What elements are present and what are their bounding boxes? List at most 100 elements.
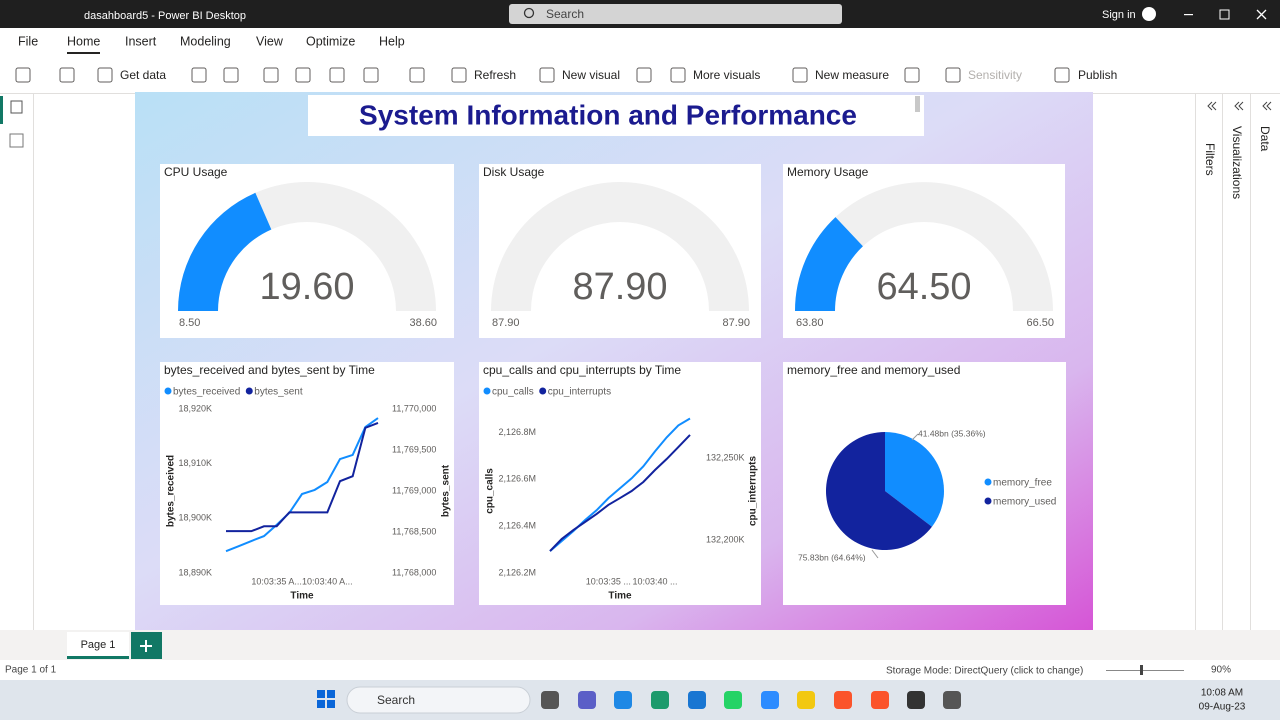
- storage-mode[interactable]: Storage Mode: DirectQuery (click to chan…: [886, 666, 1083, 677]
- ribbon-icon[interactable]: [295, 67, 311, 83]
- menu-item[interactable]: Help: [379, 34, 405, 48]
- visual-title: Disk Usage: [483, 165, 545, 179]
- x-axis-title: Time: [608, 591, 632, 602]
- ribbon-icon[interactable]: [263, 67, 279, 83]
- y2-tick-label: 132,250K: [706, 453, 745, 463]
- y2-axis-title: bytes_sent: [441, 464, 452, 517]
- close[interactable]: [1256, 9, 1267, 20]
- ribbon-button[interactable]: Refresh: [474, 68, 516, 82]
- y2-tick-label: 11,770,000: [392, 403, 436, 413]
- ribbon-icon[interactable]: [191, 67, 207, 83]
- pane-label[interactable]: Filters: [1203, 143, 1217, 176]
- gauge-min-label: 63.80: [796, 317, 824, 329]
- taskbar-app[interactable]: [578, 691, 596, 709]
- active-tab-underline: [67, 52, 100, 54]
- x-tick-label: 10:03:40 ...: [632, 576, 677, 586]
- pane-border: [1222, 94, 1223, 630]
- ribbon-icon[interactable]: [792, 67, 808, 83]
- y2-tick-label: 11,769,000: [392, 485, 436, 495]
- start-button[interactable]: [317, 690, 325, 698]
- ribbon-icon[interactable]: [670, 67, 686, 83]
- menu-item[interactable]: View: [256, 34, 284, 48]
- visual-title: cpu_calls and cpu_interrupts by Time: [483, 363, 681, 377]
- taskbar-app[interactable]: [943, 691, 961, 709]
- ribbon-button[interactable]: More visuals: [693, 68, 760, 82]
- menu-item[interactable]: Modeling: [180, 34, 231, 48]
- y-tick-label: 18,920K: [178, 403, 212, 413]
- pane-label[interactable]: Visualizations: [1230, 126, 1244, 199]
- taskbar-search[interactable]: [346, 686, 531, 714]
- legend-label: bytes_sent: [254, 387, 303, 398]
- minimize[interactable]: [1184, 14, 1193, 16]
- y2-tick-label: 11,768,500: [392, 526, 436, 536]
- taskbar-app[interactable]: [651, 691, 669, 709]
- nav-border: [33, 94, 34, 630]
- taskbar-app[interactable]: [907, 691, 925, 709]
- ribbon-icon[interactable]: [59, 67, 75, 83]
- pane-collapse[interactable]: [1262, 101, 1272, 111]
- ribbon-icon[interactable]: [329, 67, 345, 83]
- menu-item[interactable]: Home: [67, 34, 100, 48]
- pane-labels: Filters Visualizations Data: [1203, 101, 1272, 199]
- ribbon-button[interactable]: New visual: [562, 68, 620, 82]
- visuals: CPU Usage 19.60 8.50 38.60 Disk Usage 87.90 87…: [160, 164, 1066, 605]
- taskbar-app[interactable]: [541, 691, 559, 709]
- y-tick-label: 2,126.6M: [498, 474, 536, 484]
- start-button[interactable]: [317, 700, 325, 708]
- data-label: 75.83bn (64.64%): [798, 552, 866, 562]
- page-tab[interactable]: [67, 632, 129, 659]
- ribbon-icon[interactable]: [363, 67, 379, 83]
- report-view-icon[interactable]: [10, 100, 23, 114]
- pane-collapse[interactable]: [1207, 101, 1217, 111]
- menu-item[interactable]: Insert: [125, 34, 157, 48]
- page-tab-label[interactable]: Page 1: [81, 639, 116, 651]
- taskbar: [0, 680, 1280, 720]
- ribbon-icon[interactable]: [451, 67, 467, 83]
- ribbon-icon[interactable]: [539, 67, 555, 83]
- ribbon-button[interactable]: New measure: [815, 68, 889, 82]
- search-box[interactable]: [509, 4, 842, 24]
- ribbon-icon[interactable]: [636, 67, 652, 83]
- visual-title: bytes_received and bytes_sent by Time: [164, 363, 375, 377]
- gauge-value-arc: [795, 217, 863, 311]
- visual-card: [160, 362, 454, 605]
- visual-title: memory_free and memory_used: [787, 363, 960, 377]
- ribbon-icon[interactable]: [223, 67, 239, 83]
- model-view-icon[interactable]: [9, 133, 24, 148]
- zoom-thumb[interactable]: [1140, 665, 1143, 675]
- ribbon-icon[interactable]: [904, 67, 920, 83]
- account-icon[interactable]: [1142, 7, 1156, 21]
- zoom-level: 90%: [1211, 665, 1231, 676]
- ribbon-icon[interactable]: [409, 67, 425, 83]
- menu-item[interactable]: Optimize: [306, 34, 355, 48]
- taskbar-app[interactable]: [797, 691, 815, 709]
- ribbon-icon[interactable]: [1054, 67, 1070, 83]
- add-page-icon: [140, 640, 152, 652]
- ribbon-button[interactable]: Sensitivity: [968, 68, 1022, 82]
- sign-in[interactable]: Sign in: [1102, 9, 1136, 21]
- taskbar-app[interactable]: [871, 691, 889, 709]
- taskbar-app[interactable]: [761, 691, 779, 709]
- start-button[interactable]: [327, 700, 335, 708]
- page-tab-underline: [67, 656, 129, 659]
- y-tick-label: 18,910K: [178, 458, 212, 468]
- pane-collapse[interactable]: [1234, 101, 1244, 111]
- menu-item[interactable]: File: [18, 34, 38, 48]
- ribbon-icon[interactable]: [97, 67, 113, 83]
- ribbon-icon[interactable]: [945, 67, 961, 83]
- taskbar-app[interactable]: [614, 691, 632, 709]
- gauge-max-label: 38.60: [409, 317, 437, 329]
- zoom-slider[interactable]: [1106, 670, 1184, 671]
- maximize[interactable]: [1219, 9, 1230, 20]
- taskbar-app[interactable]: [688, 691, 706, 709]
- x-axis-title: Time: [290, 591, 314, 602]
- ribbon-button[interactable]: Get data: [120, 68, 166, 82]
- taskbar-app[interactable]: [724, 691, 742, 709]
- ribbon-icon[interactable]: [15, 67, 31, 83]
- taskbar-app[interactable]: [834, 691, 852, 709]
- ribbon-button[interactable]: Publish: [1078, 68, 1117, 82]
- pie-slice: [826, 432, 932, 550]
- start-button[interactable]: [327, 690, 335, 698]
- pane-label[interactable]: Data: [1258, 126, 1272, 152]
